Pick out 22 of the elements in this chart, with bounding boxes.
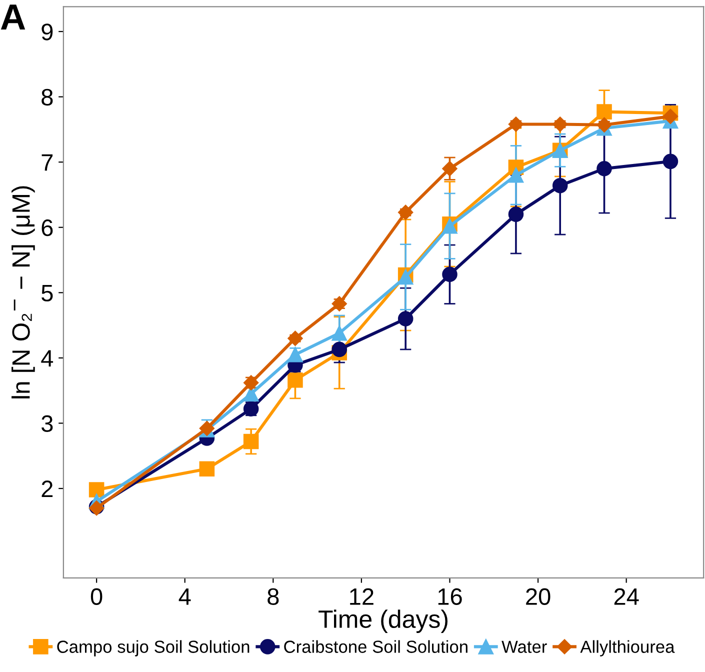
y-tick-label: 3 [42, 415, 53, 432]
legend-label: Craibstone Soil Solution [284, 640, 468, 653]
text: A [0, 4, 26, 30]
y-tick-label: 9 [42, 24, 53, 40]
y-tick-label: 4 [41, 350, 54, 366]
x-tick-label: 4 [178, 588, 191, 605]
legend-label: Campo sujo Soil Solution [57, 640, 250, 656]
y-tick-label: 7 [42, 154, 53, 171]
legend-label: Water [502, 640, 547, 653]
y-tick-label: 2 [42, 480, 53, 498]
x-tick-label: 24 [614, 588, 639, 605]
x-tick-label: 12 [350, 588, 374, 605]
y-tick-label: 5 [42, 284, 53, 302]
x-tick-label: 16 [438, 588, 462, 605]
x-tick-label: 0 [90, 588, 102, 605]
legend-label: Allylthiourea [580, 640, 675, 656]
x-axis-title: Time (days) [318, 610, 448, 633]
y-tick-label: 8 [42, 88, 53, 106]
x-tick-label: 8 [268, 588, 279, 605]
x-tick-label: 20 [526, 588, 550, 605]
y-axis-title: ln [N O₂$^{−}$ − N] (μM) [12, 186, 35, 398]
y-tick-label: 6 [42, 219, 53, 236]
